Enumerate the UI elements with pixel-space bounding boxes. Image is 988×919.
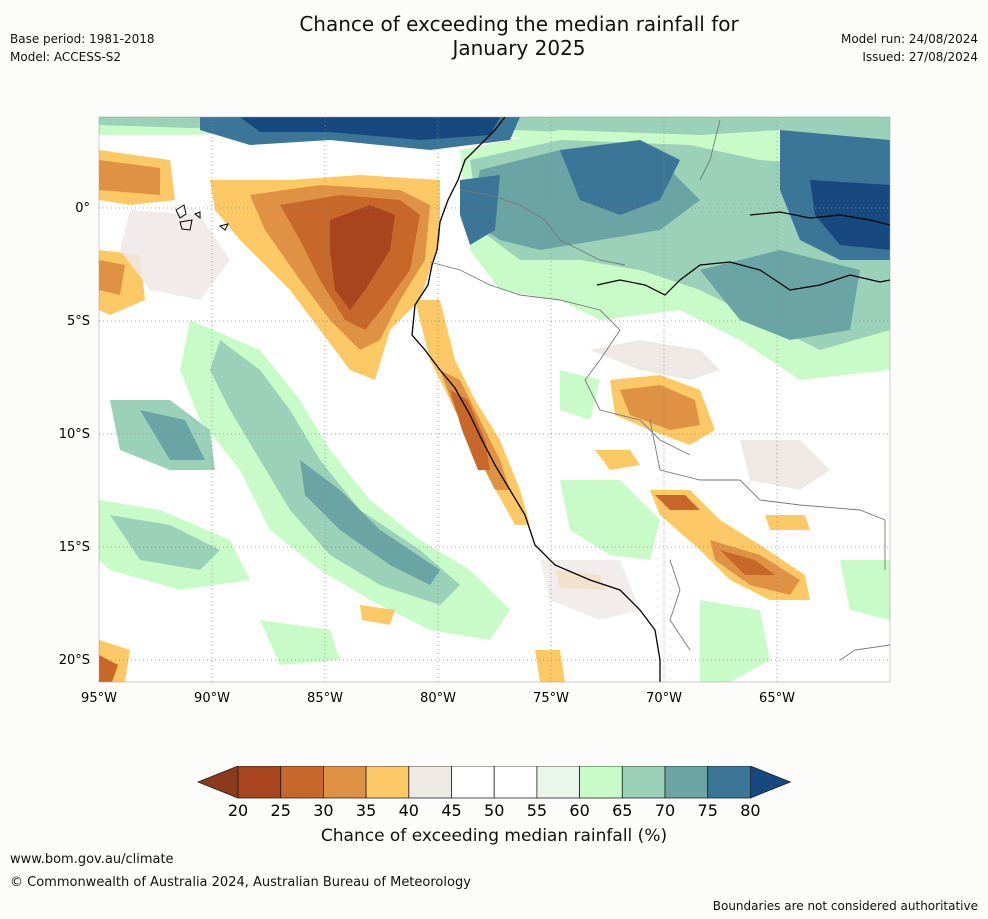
legend-cell [237, 766, 282, 799]
lat-tick-label: 10°S [59, 427, 90, 442]
coastline [411, 116, 661, 682]
lon-tick-label: 70°W [646, 691, 682, 706]
chart-title: Chance of exceeding the median rainfall … [194, 12, 844, 60]
issued-date: Issued: 27/08/2024 [862, 50, 978, 64]
model-run: Model run: 24/08/2024 [840, 32, 978, 46]
legend-cell [536, 766, 580, 799]
legend-tick-label: 20 [228, 801, 248, 820]
title-line-2: January 2025 [452, 36, 586, 60]
lon-tick-label: 75°W [533, 691, 569, 706]
footer-copyright: © Commonwealth of Australia 2024, Austra… [10, 875, 471, 890]
legend-cell [621, 766, 666, 799]
lat-tick-label: 0° [75, 201, 90, 216]
lon-axis-labels: 95°W 90°W 85°W 80°W 75°W 70°W 65°W [81, 691, 795, 706]
lat-axis-labels: 0° 5°S 10°S 15°S 20°S [59, 201, 90, 668]
legend-cell [579, 766, 623, 799]
meta-left: Base period: 1981-2018 Model: ACCESS-S2 [10, 32, 155, 68]
legend-tick-label: 55 [527, 801, 547, 820]
legend-tick-label: 30 [313, 801, 333, 820]
meta-right: Model run: 24/08/2024 Issued: 27/08/2024 [841, 32, 978, 68]
legend-high-arrow [750, 766, 792, 799]
legend-cells [196, 766, 792, 799]
galapagos-islands [175, 204, 229, 231]
amazon-river [596, 261, 891, 296]
lon-tick-label: 95°W [81, 691, 117, 706]
forecast-map: 95°W 90°W 85°W 80°W 75°W 70°W 65°W 0° 5°… [59, 116, 891, 706]
footer-note: Boundaries are not considered authoritat… [712, 899, 978, 913]
legend-title: Chance of exceeding median rainfall (%) [320, 826, 668, 846]
lon-tick-label: 90°W [194, 691, 230, 706]
lat-tick-label: 20°S [59, 653, 90, 668]
legend-tick-label: 80 [740, 801, 760, 820]
legend-tick-label: 75 [698, 801, 718, 820]
legend-tick-labels: 20 25 30 35 40 45 50 55 60 65 70 75 80 [228, 801, 761, 820]
legend-tick-label: 40 [399, 801, 419, 820]
legend-tick-label: 45 [441, 801, 461, 820]
legend-cell [664, 766, 709, 799]
title-line-1: Chance of exceeding the median rainfall … [299, 12, 739, 36]
lon-tick-label: 80°W [420, 691, 456, 706]
lon-tick-label: 65°W [759, 691, 795, 706]
base-period: Base period: 1981-2018 [10, 32, 155, 46]
legend-cell [707, 766, 751, 799]
lat-tick-label: 15°S [59, 540, 90, 555]
lat-tick-label: 5°S [67, 314, 90, 329]
legend-cell [323, 766, 367, 799]
northern-coastline [749, 211, 891, 226]
legend-cell [451, 766, 495, 799]
legend-colorbar: 20 25 30 35 40 45 50 55 60 65 70 75 80 [196, 766, 792, 820]
legend-tick-label: 25 [271, 801, 291, 820]
legend-low-arrow [196, 766, 239, 799]
legend-cell [365, 766, 410, 799]
model-name: Model: ACCESS-S2 [10, 50, 122, 64]
legend-tick-label: 35 [356, 801, 376, 820]
footer-url: www.bom.gov.au/climate [10, 852, 174, 867]
legend-tick-label: 70 [655, 801, 675, 820]
legend-tick-label: 65 [612, 801, 632, 820]
legend-tick-label: 60 [569, 801, 589, 820]
country-borders [429, 119, 891, 661]
legend-cell [493, 766, 538, 799]
legend-cell [408, 766, 452, 799]
lon-tick-label: 85°W [307, 691, 343, 706]
legend-cell [280, 766, 324, 799]
legend-tick-label: 50 [484, 801, 504, 820]
